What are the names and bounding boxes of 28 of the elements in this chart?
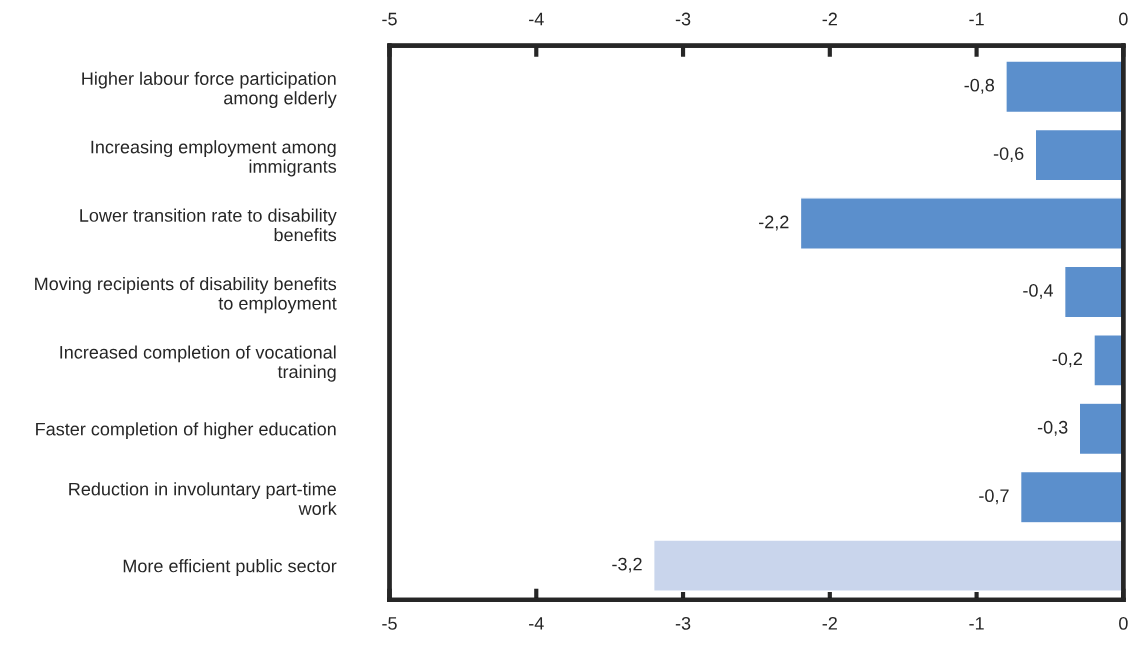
- y-tick-label: Reduction in involuntary part-time work: [69, 482, 337, 515]
- data-label: -2,2: [759, 215, 789, 231]
- x2-tick-label: 0: [1119, 12, 1128, 26]
- x2-tick-label: -2: [822, 12, 837, 26]
- x2-tick-label: -3: [675, 12, 691, 26]
- data-label: -3,2: [612, 557, 642, 573]
- x2-tick-label: -5: [382, 12, 397, 26]
- x-tick-label: 0: [1119, 616, 1128, 630]
- y-tick-label: Higher labour force participation among elderly: [82, 71, 337, 109]
- x-tick-label: -4: [529, 617, 544, 630]
- y-tick-label: More efficient public sector: [123, 559, 337, 576]
- x2-tick-label: -4: [529, 12, 544, 26]
- data-label: -0,7: [979, 489, 1009, 505]
- x2-tick-label: -1: [969, 12, 984, 26]
- data-label: -0,8: [964, 78, 995, 94]
- y-tick-label: Lower transition rate to disability benefits: [80, 208, 337, 242]
- x-tick-label: -1: [969, 617, 984, 630]
- x-tick-label: -5: [382, 617, 397, 630]
- data-label: -0,4: [1023, 284, 1054, 299]
- y-tick-label: Moving recipients of disability benefits to employment: [35, 276, 337, 314]
- data-label: -0,2: [1052, 352, 1082, 368]
- y-tick-label: Faster completion of higher education: [36, 422, 336, 440]
- x-tick-label: -2: [822, 616, 837, 630]
- data-label: -0,6: [993, 147, 1024, 163]
- x-tick-label: -3: [675, 616, 691, 630]
- data-label: -0,3: [1037, 420, 1068, 436]
- y-tick-label: Increased completion of vocational training: [60, 345, 336, 382]
- y-tick-label: Increasing employment among immigrants: [91, 140, 337, 177]
